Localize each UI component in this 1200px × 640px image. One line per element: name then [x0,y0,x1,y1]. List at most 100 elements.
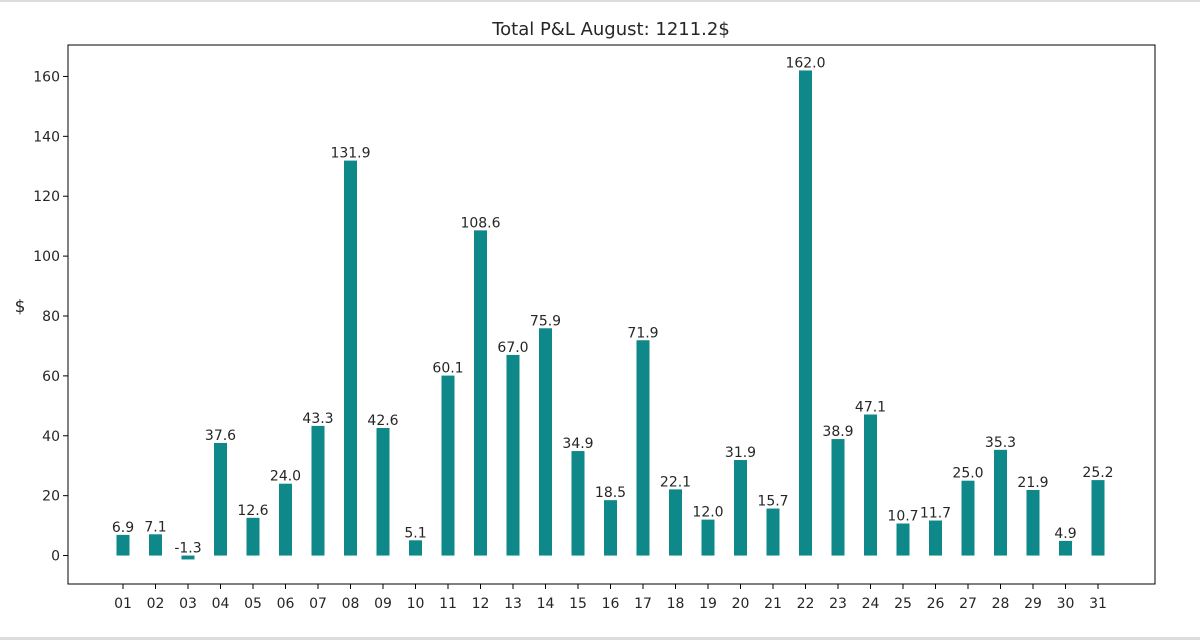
bar-day-18 [669,489,682,556]
x-tick-label: 04 [212,596,230,612]
data-label: 71.9 [627,325,658,341]
x-tick-label: 26 [927,596,945,612]
y-tick-label: 100 [33,249,60,265]
bar-day-08 [344,160,357,556]
data-label: 67.0 [497,340,528,356]
bar-day-31 [1091,480,1105,556]
data-label: 43.3 [302,411,333,427]
y-axis-ticks: 0 20 40 60 80 100 120 140 160 [33,69,68,565]
bar-day-13 [506,354,520,556]
data-label: 75.9 [530,313,561,329]
x-tick-label: 20 [732,596,750,612]
x-axis-ticks: 01 02 03 04 05 06 07 08 09 10 11 12 13 14 15 16 17 18 19 20… [114,584,1107,612]
bar-day-09 [376,427,390,556]
bar-day-19 [701,519,715,556]
bar-day-30 [1059,540,1072,556]
data-label: 25.0 [952,466,983,482]
x-tick-label: 27 [959,596,977,612]
x-tick-label: 22 [797,596,815,612]
x-tick-label: 18 [667,596,685,612]
bar-day-10 [409,540,422,556]
data-label: 18.5 [595,485,626,501]
x-tick-label: 24 [862,596,880,612]
bar-day-02 [149,534,162,556]
plot-area-frame [67,44,1156,585]
data-label: 12.6 [237,503,268,519]
x-tick-label: 17 [634,596,652,612]
bar-day-11 [441,375,455,556]
x-tick-label: 14 [537,596,555,612]
y-tick-label: 80 [42,309,60,325]
y-tick-label: 0 [51,549,60,565]
bar-day-21 [766,508,780,556]
bar-day-04 [214,442,227,556]
bar-day-22 [799,70,812,556]
x-tick-label: 23 [829,596,847,612]
x-tick-label: 25 [894,596,912,612]
data-label: 34.9 [562,436,593,452]
chart-title: Total P&L August: 1211.2$ [491,19,730,40]
y-tick-label: 140 [33,129,60,145]
x-tick-label: 09 [374,596,392,612]
bar-day-05 [246,517,260,556]
bar-day-25 [896,523,910,556]
frame-top-border [0,0,1200,2]
x-tick-label: 10 [407,596,425,612]
x-tick-label: 29 [1024,596,1042,612]
data-label: 22.1 [660,474,691,490]
data-label: 6.9 [112,520,134,536]
data-label: 131.9 [330,146,370,162]
y-tick-label: 120 [33,189,60,205]
bar-day-06 [279,483,292,556]
data-label: 108.6 [460,215,500,231]
frame-bottom-border [0,637,1200,640]
data-label: 60.1 [432,361,463,377]
x-tick-label: 15 [569,596,587,612]
bar-day-17 [636,340,650,556]
y-axis-label: $ [15,297,26,317]
data-label: 162.0 [785,55,825,71]
data-label: 5.1 [404,525,426,541]
y-tick-label: 40 [42,429,60,445]
data-label: 10.7 [887,509,918,525]
bar-day-14 [539,328,552,556]
bar-day-28 [994,449,1007,556]
bar-day-03 [181,555,195,560]
data-label: 11.7 [920,506,951,522]
bar-day-01 [116,534,130,556]
data-label: 37.6 [205,428,236,444]
y-tick-label: 20 [42,489,60,505]
data-label: 15.7 [757,494,788,510]
bar-day-27 [961,480,975,556]
x-tick-label: 11 [439,596,457,612]
data-label: 4.9 [1054,526,1076,542]
bar-day-29 [1026,489,1040,556]
data-labels: 6.9 7.1 -1.3 37.6 12.6 24.0 43.3 131.9 42.6 5.1 60… [112,55,1114,556]
bar-day-12 [474,230,487,556]
data-label: 38.9 [822,424,853,440]
x-tick-label: 31 [1089,596,1107,612]
x-tick-label: 13 [504,596,522,612]
data-label: 12.0 [692,505,723,521]
x-tick-label: 07 [309,596,327,612]
data-label: 47.1 [855,400,886,416]
bar-day-15 [571,451,585,556]
data-label: 21.9 [1017,475,1048,491]
bar-day-20 [734,460,747,556]
data-label: 25.2 [1082,465,1113,481]
data-label: 24.0 [270,469,301,485]
y-tick-label: 160 [33,69,60,85]
x-tick-label: 06 [277,596,295,612]
x-tick-label: 05 [244,596,262,612]
data-label: 35.3 [985,435,1016,451]
x-tick-label: 03 [179,596,197,612]
x-tick-label: 02 [147,596,165,612]
x-tick-label: 30 [1057,596,1075,612]
x-tick-label: 12 [472,596,490,612]
bar-day-26 [929,520,942,556]
x-tick-label: 21 [764,596,782,612]
bar-day-24 [864,414,877,556]
x-tick-label: 08 [342,596,360,612]
